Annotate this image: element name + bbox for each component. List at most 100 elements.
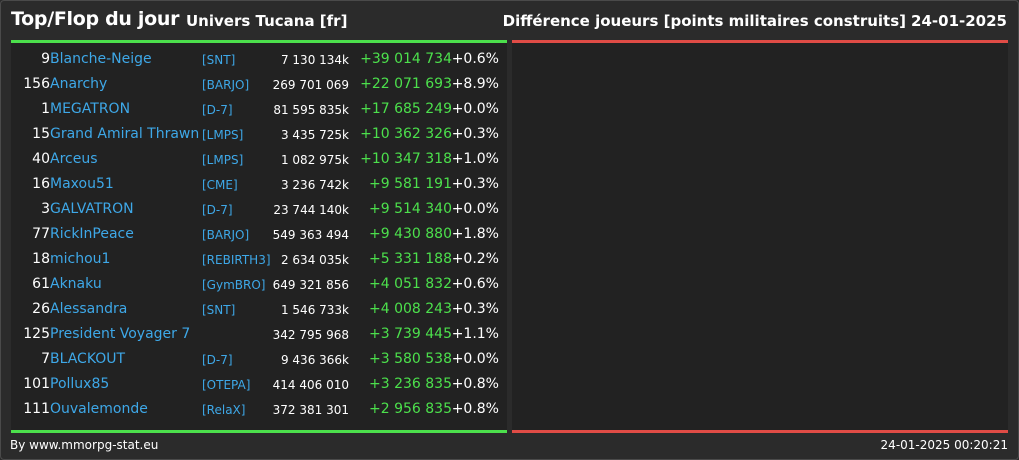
table-row: 156 Anarchy [BARJO] 269 701 069 +22 071 693 +… (11, 72, 507, 97)
player-name-link[interactable]: Anarchy (50, 76, 108, 92)
alliance-tag-link[interactable]: [D-7] (202, 353, 233, 367)
player-name-link[interactable]: Maxou51 (50, 176, 114, 192)
player-rank: 26 (32, 301, 50, 317)
table-row: 111 Ouvalemonde [RelaX] 372 381 301 +2 956 8… (11, 397, 507, 422)
table-row: 7 BLACKOUT [D-7] 9 436 366k +3 580 538 +0.0% (11, 347, 507, 372)
player-name-link[interactable]: Grand Amiral Thrawn (50, 126, 200, 142)
table-row: 9 Blanche-Neige [SNT] 7 130 134k +39 014 734… (11, 47, 507, 72)
alliance-tag-link[interactable]: [OTEPA] (202, 378, 251, 392)
player-rank: 16 (32, 176, 50, 192)
player-points: 1 546 733k (280, 303, 349, 317)
player-points: 342 795 968 (272, 328, 349, 342)
player-name-link[interactable]: President Voyager 7 (50, 326, 191, 342)
player-rank: 61 (32, 276, 50, 292)
percent-change: +0.2% (451, 251, 499, 267)
top-panel (11, 43, 507, 430)
player-name-link[interactable]: Pollux85 (50, 376, 110, 392)
alliance-tag-link[interactable]: [SNT] (202, 303, 236, 317)
percent-change: +0.3% (451, 176, 499, 192)
player-points: 649 321 856 (272, 278, 349, 292)
player-name-link[interactable]: GALVATRON (50, 201, 134, 217)
player-rank: 7 (41, 351, 50, 367)
alliance-tag-link[interactable]: [BARJO] (202, 228, 250, 242)
percent-change: +0.0% (451, 101, 499, 117)
table-row: 1 MEGATRON [D-7] 81 595 835k +17 685 249 +0.0… (11, 97, 507, 122)
alliance-tag-link[interactable]: [LMPS] (202, 128, 244, 142)
percent-change: +1.0% (451, 151, 499, 167)
table-row: 15 Grand Amiral Thrawn [LMPS] 3 435 725k +10… (11, 122, 507, 147)
points-difference: +10 362 326 (360, 126, 452, 142)
player-name-link[interactable]: RickInPeace (50, 226, 134, 242)
player-points: 3 435 725k (280, 128, 349, 142)
alliance-tag-link[interactable]: [LMPS] (202, 153, 244, 167)
player-rank: 9 (41, 51, 50, 67)
table-row: 3 GALVATRON [D-7] 23 744 140k +9 514 340 +0.0… (11, 197, 507, 222)
percent-change: +0.0% (451, 201, 499, 217)
percent-change: +0.0% (451, 351, 499, 367)
player-rank: 40 (32, 151, 50, 167)
percent-change: +0.8% (451, 401, 499, 417)
player-name-link[interactable]: Aknaku (50, 276, 102, 292)
table-row: 101 Pollux85 [OTEPA] 414 406 010 +3 236 835 +… (11, 372, 507, 397)
player-points: 3 236 742k (280, 178, 349, 192)
player-rank: 15 (32, 126, 50, 142)
flop-panel (512, 43, 1008, 430)
table-row: 61 Aknaku [GymBRO] 649 321 856 +4 051 832 +0.… (11, 272, 507, 297)
player-points: 9 436 366k (280, 353, 349, 367)
alliance-tag-link[interactable]: [GymBRO] (202, 278, 266, 292)
player-rank: 3 (41, 201, 50, 217)
table-row: 18 michou1 [REBIRTH3] 2 634 035k +5 331 188 +… (11, 247, 507, 272)
points-difference: +9 514 340 (369, 201, 452, 217)
top-list: 9 Blanche-Neige [SNT] 7 130 134k +39 014 734… (11, 47, 507, 422)
flop-accent-bar (512, 40, 1008, 43)
points-difference: +22 071 693 (360, 76, 452, 92)
player-name-link[interactable]: Blanche-Neige (50, 51, 152, 67)
flop-accent-bar-bottom (512, 430, 1008, 433)
player-points: 414 406 010 (272, 378, 349, 392)
alliance-tag-link[interactable]: [BARJO] (202, 78, 250, 92)
table-row: 40 Arceus [LMPS] 1 082 975k +10 347 318 +1.0% (11, 147, 507, 172)
player-points: 1 082 975k (280, 153, 349, 167)
top-accent-bar-bottom (11, 430, 507, 433)
alliance-tag-link[interactable]: [REBIRTH3] (202, 253, 271, 267)
player-name-link[interactable]: BLACKOUT (50, 351, 126, 367)
alliance-tag-link[interactable]: [SNT] (202, 53, 236, 67)
footer-credit: By www.mmorpg-stat.eu (10, 438, 159, 452)
player-name-link[interactable]: MEGATRON (50, 101, 131, 117)
metric-label: Différence joueurs [points militaires co… (502, 12, 906, 30)
percent-change: +0.8% (451, 376, 499, 392)
points-difference: +2 956 835 (369, 401, 452, 417)
points-difference: +3 580 538 (369, 351, 452, 367)
points-difference: +9 581 191 (369, 176, 452, 192)
points-difference: +3 739 445 (369, 326, 452, 342)
player-rank: 125 (23, 326, 50, 342)
points-difference: +4 008 243 (369, 301, 452, 317)
player-name-link[interactable]: Ouvalemonde (50, 401, 148, 417)
player-rank: 18 (32, 251, 50, 267)
alliance-tag-link[interactable]: [RelaX] (202, 403, 246, 417)
footer-timestamp: 24-01-2025 00:20:21 (880, 438, 1008, 452)
player-points: 269 701 069 (272, 78, 349, 92)
percent-change: +0.3% (451, 126, 499, 142)
alliance-tag-link[interactable]: [CME] (202, 178, 238, 192)
header-date: 24-01-2025 (911, 12, 1007, 30)
player-rank: 111 (23, 401, 50, 417)
alliance-tag-link[interactable]: [D-7] (202, 103, 233, 117)
player-rank: 77 (32, 226, 50, 242)
points-difference: +3 236 835 (369, 376, 452, 392)
player-rank: 101 (23, 376, 50, 392)
alliance-tag-link[interactable]: [D-7] (202, 203, 233, 217)
player-rank: 156 (23, 76, 50, 92)
percent-change: +0.6% (451, 51, 499, 67)
player-name-link[interactable]: Alessandra (50, 301, 128, 317)
page-title: Top/Flop du jour (11, 8, 180, 30)
player-name-link[interactable]: michou1 (50, 251, 111, 267)
table-row: 16 Maxou51 [CME] 3 236 742k +9 581 191 +0.3% (11, 172, 507, 197)
player-name-link[interactable]: Arceus (50, 151, 98, 167)
player-points: 7 130 134k (280, 53, 349, 67)
player-points: 81 595 835k (273, 103, 349, 117)
percent-change: +1.1% (451, 326, 499, 342)
player-rank: 1 (41, 101, 50, 117)
percent-change: +0.3% (451, 301, 499, 317)
top-accent-bar (11, 40, 507, 43)
